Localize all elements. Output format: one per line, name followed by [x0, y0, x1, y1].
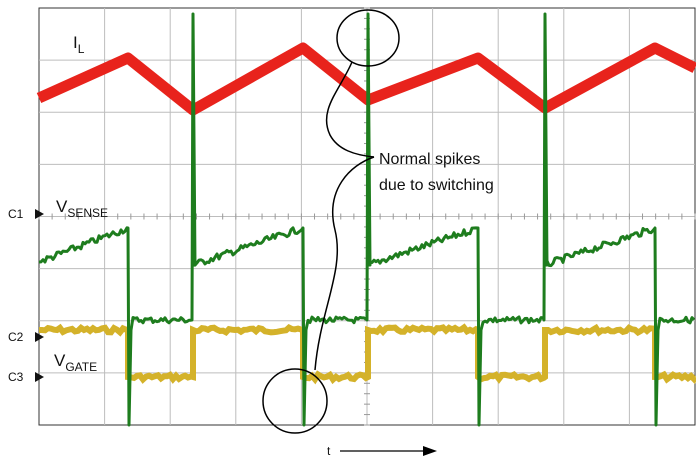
spike-circle-top	[336, 9, 400, 67]
x-axis-label: t	[327, 444, 331, 456]
series-line-vgate	[39, 323, 696, 385]
annotation-connector-bottom	[314, 156, 375, 371]
series-label-il: IL	[73, 33, 85, 56]
time-arrow-head	[423, 446, 437, 456]
annotation-line-1: Normal spikes	[379, 151, 480, 168]
channel-marker-c1: C1	[8, 207, 24, 221]
traces	[36, 12, 696, 427]
channel-arrow-c2	[35, 332, 44, 342]
series-label-vsense: VSENSE	[56, 197, 108, 220]
channel-marker-c3: C3	[8, 370, 24, 384]
annotation-connector-top	[325, 61, 375, 158]
channel-arrow-c3	[35, 372, 44, 382]
series-line-vsense	[38, 12, 696, 427]
channel-marker-c2: C2	[8, 330, 24, 344]
channel-arrow-c1	[35, 209, 44, 219]
series-label-vgate: VGATE	[54, 351, 97, 374]
annotation-line-2: due to switching	[379, 177, 494, 194]
spike-circle-bottom	[262, 368, 328, 434]
